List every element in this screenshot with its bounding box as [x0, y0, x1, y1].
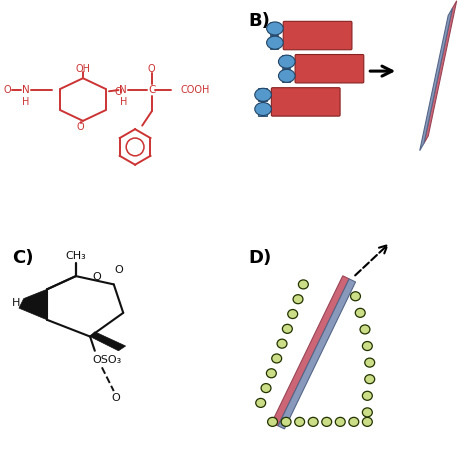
Text: H: H [12, 298, 20, 309]
Polygon shape [278, 279, 356, 429]
Text: COOH: COOH [180, 85, 210, 95]
Text: O: O [148, 64, 155, 74]
Text: CH₃: CH₃ [65, 251, 86, 261]
Ellipse shape [288, 310, 298, 319]
Ellipse shape [278, 55, 295, 68]
Ellipse shape [363, 408, 372, 417]
Ellipse shape [349, 417, 359, 427]
Text: O: O [112, 393, 120, 403]
Ellipse shape [356, 308, 365, 318]
Ellipse shape [272, 354, 282, 363]
Polygon shape [19, 289, 47, 320]
Ellipse shape [283, 324, 292, 333]
Ellipse shape [255, 102, 271, 116]
Ellipse shape [363, 417, 372, 427]
Ellipse shape [261, 383, 271, 392]
Text: B): B) [249, 12, 271, 30]
Ellipse shape [295, 417, 305, 427]
Ellipse shape [266, 22, 283, 35]
Ellipse shape [255, 88, 271, 101]
Text: D): D) [249, 249, 272, 267]
Ellipse shape [299, 280, 308, 289]
Ellipse shape [268, 417, 277, 427]
FancyBboxPatch shape [283, 21, 352, 50]
Ellipse shape [256, 398, 265, 407]
Text: O: O [114, 265, 123, 275]
Text: H: H [119, 97, 127, 107]
Bar [270, 36, 279, 49]
Bar [270, 22, 279, 35]
Text: O: O [115, 87, 122, 98]
Ellipse shape [266, 369, 276, 378]
Polygon shape [420, 8, 452, 151]
Ellipse shape [363, 392, 372, 400]
Bar [282, 69, 290, 82]
Ellipse shape [351, 292, 360, 301]
Ellipse shape [365, 358, 374, 367]
Ellipse shape [308, 417, 318, 427]
Ellipse shape [293, 295, 303, 304]
Ellipse shape [365, 374, 374, 384]
Text: C: C [148, 85, 155, 95]
Text: O: O [3, 85, 11, 95]
Text: OSO₃: OSO₃ [92, 355, 121, 365]
Text: N: N [119, 85, 127, 95]
Bar [258, 88, 266, 101]
Bar [258, 102, 266, 116]
Ellipse shape [281, 417, 291, 427]
Text: O: O [93, 272, 101, 283]
Ellipse shape [266, 36, 283, 49]
Polygon shape [272, 276, 349, 426]
Text: OH: OH [75, 64, 91, 74]
Text: C): C) [12, 249, 33, 267]
Text: O: O [77, 122, 84, 132]
Ellipse shape [278, 69, 295, 82]
FancyBboxPatch shape [295, 55, 364, 83]
Ellipse shape [277, 339, 287, 348]
Polygon shape [424, 1, 456, 143]
Text: N: N [22, 85, 30, 95]
Ellipse shape [322, 417, 332, 427]
Ellipse shape [360, 325, 370, 334]
Polygon shape [90, 332, 126, 351]
Text: H: H [22, 97, 30, 107]
Ellipse shape [363, 341, 372, 351]
Ellipse shape [335, 417, 345, 427]
Bar [282, 55, 290, 68]
FancyBboxPatch shape [271, 88, 340, 116]
